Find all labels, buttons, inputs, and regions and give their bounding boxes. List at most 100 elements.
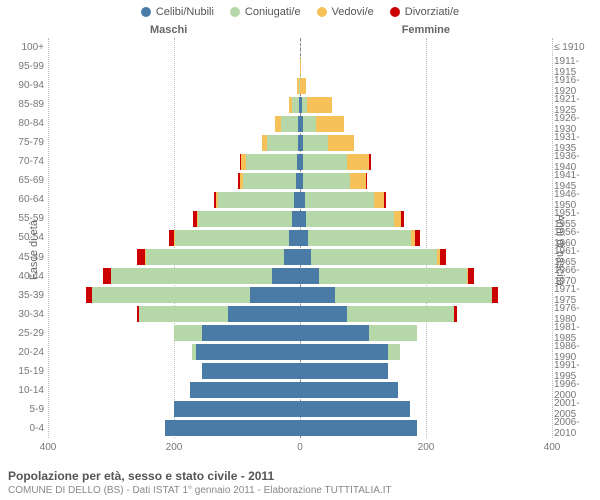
bar-segment [284,249,300,265]
age-row: 5-92001-2005 [48,400,552,419]
bar-segment [267,135,299,151]
legend-label: Vedovi/e [332,6,374,18]
age-tick: 10-14 [10,385,44,396]
bar-segment [202,325,300,341]
male-half [48,228,300,247]
x-tick: 200 [166,442,183,453]
female-half [300,190,552,209]
plot-area: 100+≤ 191095-991911-191590-941916-192085… [48,38,552,438]
bar-segment [366,173,367,189]
bar-segment [281,116,299,132]
bar [300,192,552,208]
legend-item: Coniugati/e [230,6,301,18]
age-tick: 95-99 [10,61,44,72]
bar [300,363,552,379]
bar-segment [272,268,300,284]
male-half [48,190,300,209]
bar-segment [306,211,394,227]
female-half [300,38,552,57]
bar [300,230,552,246]
bar-rows: 100+≤ 191095-991911-191590-941916-192085… [48,38,552,438]
chart-title: Popolazione per età, sesso e stato civil… [8,469,392,483]
age-tick: 80-84 [10,118,44,129]
male-half [48,38,300,57]
bar-segment [92,287,250,303]
age-row: 65-691941-1945 [48,171,552,190]
bar-segment [165,420,300,436]
legend: Celibi/NubiliConiugati/eVedovi/eDivorzia… [0,0,600,22]
legend-label: Celibi/Nubili [156,6,214,18]
age-row: 60-641946-1950 [48,190,552,209]
x-tick: 200 [418,442,435,453]
legend-swatch [141,7,151,17]
bar-segment [303,116,316,132]
age-row: 35-391971-1975 [48,286,552,305]
bar [300,382,552,398]
bar [300,306,552,322]
age-row: 75-791931-1935 [48,133,552,152]
bar-segment [175,230,288,246]
x-axis: 4002000200400 [48,442,552,456]
age-row: 25-291981-1985 [48,324,552,343]
bar-segment [316,116,344,132]
bar-segment [388,344,399,360]
female-half [300,95,552,114]
bar-segment [401,211,404,227]
birth-tick: 2006-2010 [554,417,596,439]
bar-segment [305,192,374,208]
male-half [48,267,300,286]
bar [48,116,300,132]
female-half [300,324,552,343]
bar [48,78,300,94]
female-half [300,76,552,95]
bar-segment [347,154,369,170]
age-row: 10-141996-2000 [48,381,552,400]
bar-segment [374,192,383,208]
bar [48,382,300,398]
side-label-female: Femmine [402,24,450,36]
bar [300,78,552,94]
bar [48,268,300,284]
female-half [300,419,552,438]
age-tick: 35-39 [10,290,44,301]
bar-segment [440,249,446,265]
chart-subtitle: COMUNE DI DELLO (BS) - Dati ISTAT 1° gen… [8,485,392,496]
bar-segment [103,268,111,284]
bar-segment [319,268,467,284]
bar-segment [311,249,437,265]
bar-segment [347,306,454,322]
female-half [300,152,552,171]
bar [300,325,552,341]
legend-item: Vedovi/e [317,6,374,18]
bar [300,211,552,227]
age-row: 80-841926-1930 [48,114,552,133]
bar [48,363,300,379]
female-half [300,57,552,76]
age-tick: 5-9 [10,404,44,415]
age-row: 30-341976-1980 [48,305,552,324]
age-row: 100+≤ 1910 [48,38,552,57]
age-row: 0-42006-2010 [48,419,552,438]
bar [300,97,552,113]
bar [300,173,552,189]
bar-segment [303,135,328,151]
male-half [48,57,300,76]
male-half [48,133,300,152]
bar-segment [289,230,300,246]
bar [300,420,552,436]
bar [300,154,552,170]
pyramid-chart: Celibi/NubiliConiugati/eVedovi/eDivorzia… [0,0,600,500]
bar-segment [300,268,319,284]
female-half [300,400,552,419]
x-tick: 400 [544,442,561,453]
bar-segment [300,59,301,75]
age-tick: 15-19 [10,366,44,377]
bar-segment [303,173,350,189]
bar-segment [300,420,417,436]
age-tick: 30-34 [10,309,44,320]
bar [48,97,300,113]
bar [48,325,300,341]
age-row: 40-441966-1970 [48,267,552,286]
bar-segment [111,268,272,284]
bar-segment [415,230,420,246]
